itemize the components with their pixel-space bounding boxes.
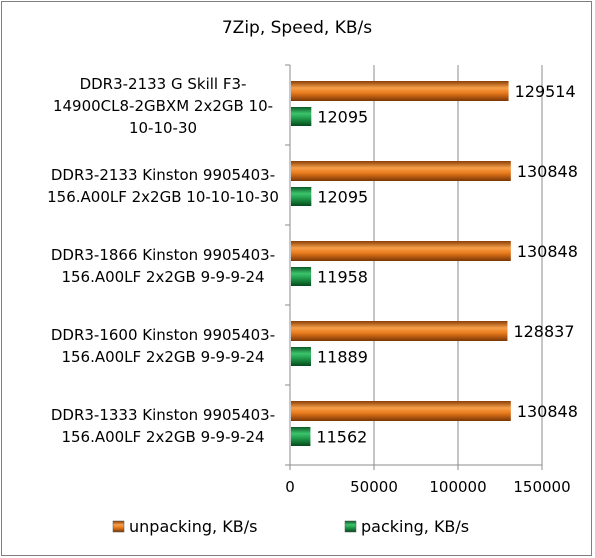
- bar-unpacking: [291, 161, 511, 181]
- x-tick-label: 150000: [513, 478, 570, 496]
- category-label: DDR3-2133 Kinston 9905403-156.A00LF 2x2G…: [47, 166, 279, 206]
- legend-swatch-unpacking: [112, 520, 125, 533]
- category-label: DDR3-1866 Kinston 9905403-156.A00LF 2x2G…: [51, 246, 275, 286]
- axes: [285, 64, 543, 470]
- labels: 0 50000 100000 150000 129514 130848 130848 1288…: [47, 75, 578, 496]
- data-label: 11958: [317, 268, 368, 287]
- legend: unpacking, KB/s packing, KB/s: [112, 517, 469, 536]
- bars: [291, 81, 511, 446]
- category-label: DDR3-2133 G Skill F3-14900CL8-2GBXM 2x2G…: [53, 75, 273, 137]
- bar-unpacking: [291, 241, 511, 261]
- bar-unpacking: [291, 401, 511, 421]
- data-label: 12095: [317, 108, 368, 127]
- legend-swatch-packing: [344, 520, 357, 533]
- bar-unpacking: [291, 81, 509, 101]
- data-label: 128837: [513, 322, 574, 341]
- bar-packing: [291, 347, 311, 366]
- data-label: 11562: [316, 428, 367, 447]
- data-label: 12095: [317, 188, 368, 207]
- legend-label: packing, KB/s: [361, 517, 469, 536]
- category-label: DDR3-1600 Kinston 9905403-156.A00LF 2x2G…: [51, 326, 275, 366]
- x-tick-label: 0: [285, 478, 295, 496]
- bar-packing: [291, 107, 312, 126]
- data-label: 130848: [517, 162, 578, 181]
- bar-packing: [291, 267, 312, 286]
- bar-unpacking: [291, 321, 508, 341]
- data-label: 130848: [517, 402, 578, 421]
- bar-packing: [291, 427, 311, 446]
- x-tick-label: 100000: [429, 478, 486, 496]
- bar-packing: [291, 187, 312, 206]
- x-tick-label: 50000: [350, 478, 398, 496]
- chart-title: 7Zip, Speed, KB/s: [222, 18, 372, 38]
- data-label: 129514: [515, 82, 576, 101]
- category-label: DDR3-1333 Kinston 9905403-156.A00LF 2x2G…: [51, 406, 275, 446]
- data-label: 11889: [317, 348, 368, 367]
- gridlines: [373, 65, 543, 465]
- legend-label: unpacking, KB/s: [129, 517, 257, 536]
- data-label: 130848: [517, 242, 578, 261]
